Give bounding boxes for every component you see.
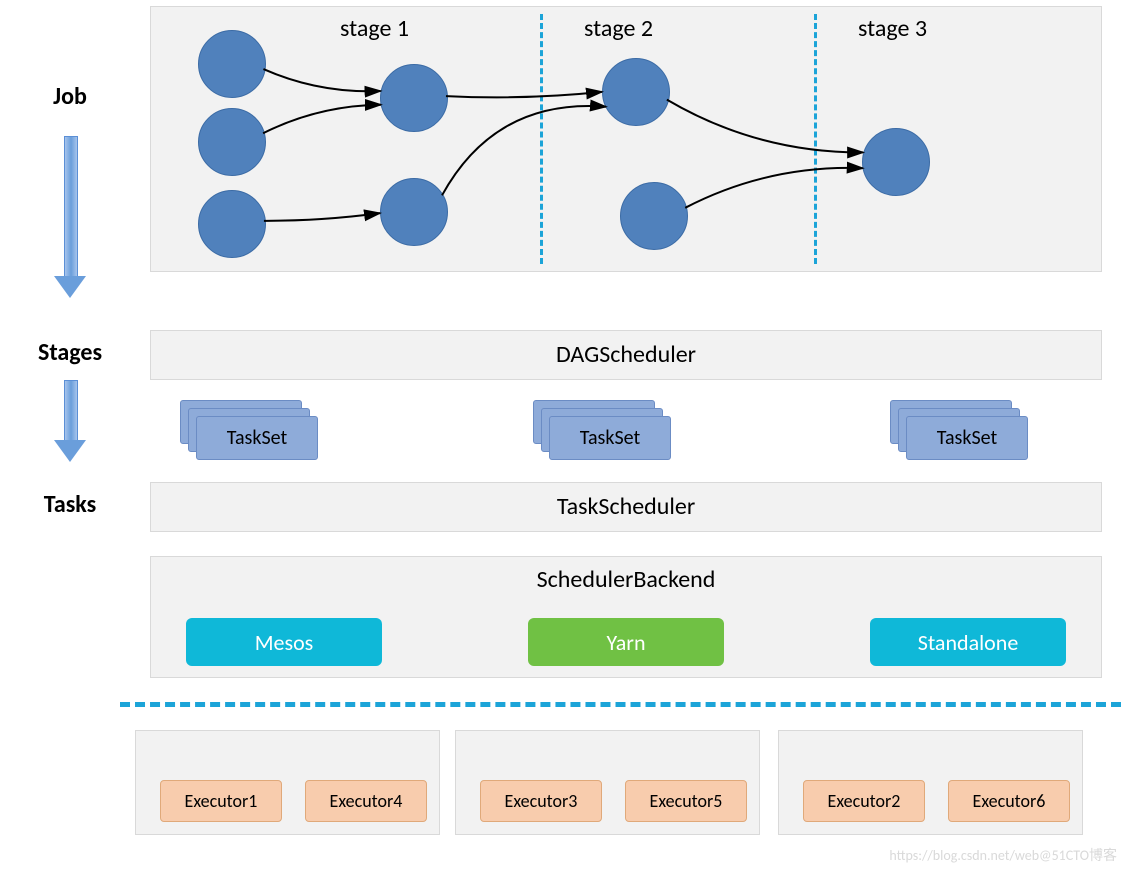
taskset-stack: TaskSet: [180, 400, 320, 458]
dag-node: [380, 178, 448, 246]
task-scheduler-panel: TaskScheduler: [150, 482, 1102, 532]
backend-button: Mesos: [186, 618, 382, 666]
executor-button: Executor6: [948, 780, 1070, 822]
dag-scheduler-label: DAGScheduler: [151, 331, 1101, 379]
taskset-card: TaskSet: [906, 416, 1028, 460]
executor-button: Executor4: [305, 780, 427, 822]
backend-button: Standalone: [870, 618, 1066, 666]
backend-button: Yarn: [528, 618, 724, 666]
dag-node: [380, 64, 448, 132]
executor-button: Executor2: [803, 780, 925, 822]
stage-title: stage 1: [340, 14, 409, 43]
executor-button: Executor5: [625, 780, 747, 822]
taskset-card: TaskSet: [196, 416, 318, 460]
task-scheduler-label: TaskScheduler: [151, 483, 1101, 531]
dag-scheduler-panel: DAGScheduler: [150, 330, 1102, 380]
label-stages: Stages: [0, 338, 140, 367]
dag-node: [198, 108, 266, 176]
taskset-stack: TaskSet: [533, 400, 673, 458]
arrow-stages-to-tasks: [58, 380, 82, 460]
taskset-stack: TaskSet: [890, 400, 1030, 458]
arrow-job-to-stages: [58, 136, 82, 296]
stage-divider: [814, 14, 817, 264]
stage-title: stage 2: [584, 14, 653, 43]
scheduler-backend-label: SchedulerBackend: [151, 557, 1101, 594]
dag-node: [198, 30, 266, 98]
stage-divider: [540, 14, 543, 264]
taskset-card: TaskSet: [549, 416, 671, 460]
executor-button: Executor1: [160, 780, 282, 822]
dag-node: [602, 58, 670, 126]
dag-node: [620, 182, 688, 250]
label-job: Job: [0, 82, 140, 111]
cluster-divider: [120, 702, 1121, 707]
label-tasks: Tasks: [0, 490, 140, 519]
dag-node: [862, 128, 930, 196]
executor-button: Executor3: [480, 780, 602, 822]
watermark: https://blog.csdn.net/web@51CTO博客: [889, 845, 1117, 865]
stage-title: stage 3: [858, 14, 927, 43]
dag-node: [198, 190, 266, 258]
